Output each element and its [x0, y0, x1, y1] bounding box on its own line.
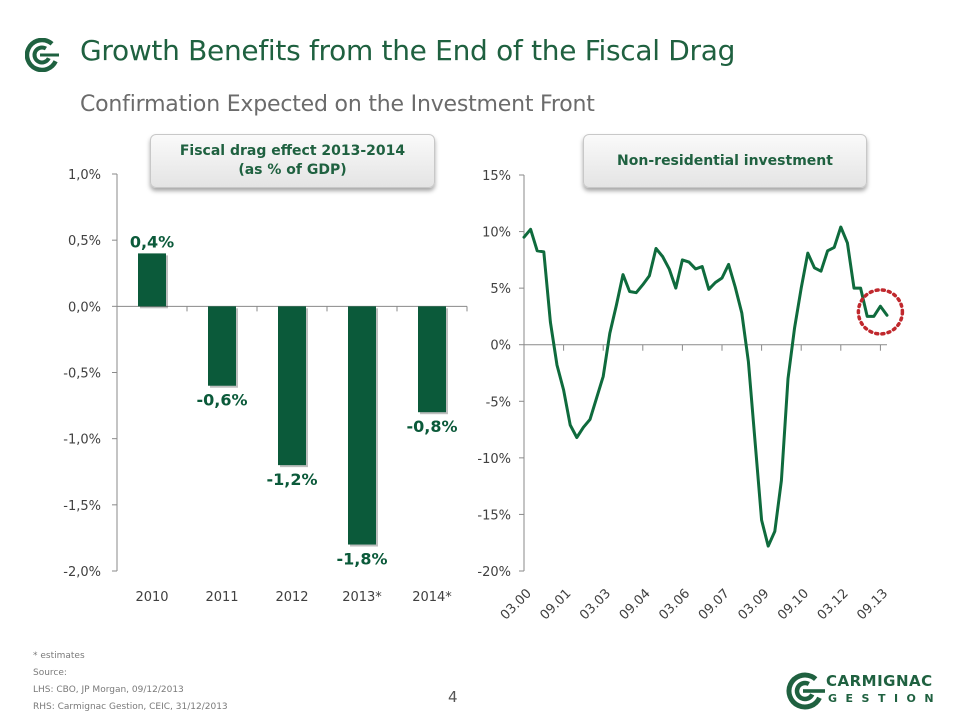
- line-x-tick-label: 03.12: [815, 586, 852, 623]
- bar: [138, 253, 166, 307]
- brand-subtitle: GESTION: [828, 692, 943, 705]
- latest-values-highlight-circle: [856, 288, 905, 336]
- line-x-tick-label: 09.13: [854, 586, 891, 623]
- line-x-tick-label: 03.00: [498, 586, 535, 623]
- bar: [418, 306, 446, 413]
- bar-y-tick-label: -0,5%: [63, 367, 101, 382]
- bar-category-label: 2011: [205, 590, 238, 605]
- page-title: Growth Benefits from the End of the Fisc…: [80, 34, 736, 67]
- bar-category-label: 2014*: [412, 590, 452, 605]
- bar-chart-title-box: Fiscal drag effect 2013-2014 (as % of GD…: [150, 134, 435, 188]
- line-y-tick-label: -5%: [486, 395, 511, 410]
- line-x-tick-label: 09.07: [696, 586, 733, 623]
- footnote-rhs: RHS: Carmignac Gestion, CEIC, 31/12/2013: [33, 702, 228, 712]
- bar-y-tick-label: -1,5%: [63, 499, 101, 514]
- carmignac-brand: CARMIGNAC GESTION: [786, 670, 936, 712]
- line-chart-title: Non-residential investment: [617, 152, 833, 169]
- bar-y-tick-label: -2,0%: [63, 565, 101, 580]
- line-x-tick-label: 09.04: [617, 586, 654, 623]
- bar-data-label: -0,6%: [196, 391, 247, 410]
- carmignac-logo-icon: [25, 38, 59, 72]
- footnote-estimates: * estimates: [33, 651, 85, 661]
- bar-category-label: 2012: [275, 590, 308, 605]
- bar-category-label: 2010: [135, 590, 168, 605]
- bar-data-label: -1,8%: [336, 550, 387, 569]
- line-x-tick-label: 09.10: [775, 586, 812, 623]
- bar-category-label: 2013*: [342, 590, 382, 605]
- page-number: 4: [448, 688, 458, 706]
- bar-chart-subtitle: (as % of GDP): [238, 162, 347, 178]
- brand-name: CARMIGNAC: [826, 672, 933, 690]
- bar-data-label: 0,4%: [130, 232, 174, 251]
- page-subtitle: Confirmation Expected on the Investment …: [80, 92, 595, 117]
- bar-y-tick-label: -1,0%: [63, 433, 101, 448]
- bar-y-tick-label: 0,5%: [68, 234, 101, 249]
- line-chart-title-box: Non-residential investment: [583, 134, 867, 188]
- bar-y-tick-label: 1,0%: [68, 168, 101, 183]
- bar-chart-title: Fiscal drag effect 2013-2014: [179, 143, 406, 160]
- footnotes: * estimates Source: LHS: CBO, JP Morgan,…: [33, 648, 228, 716]
- line-y-tick-label: 0%: [490, 339, 511, 354]
- bar-data-label: -1,2%: [266, 470, 317, 489]
- bar-y-tick-label: 0,0%: [68, 300, 101, 315]
- line-y-tick-label: 15%: [482, 169, 511, 184]
- line-y-tick-label: -10%: [477, 452, 511, 467]
- bar: [348, 306, 376, 545]
- line-x-tick-label: 03.09: [736, 586, 773, 623]
- line-x-tick-label: 03.03: [577, 586, 614, 623]
- line-y-tick-label: 5%: [490, 282, 511, 297]
- bar-data-label: -0,8%: [406, 417, 457, 436]
- bar: [278, 306, 306, 466]
- line-y-tick-label: 10%: [482, 226, 511, 241]
- line-x-tick-label: 09.01: [538, 586, 575, 623]
- investment-series-line: [522, 225, 889, 548]
- line-y-tick-label: -20%: [477, 565, 511, 580]
- footnote-source: Source:: [33, 668, 67, 678]
- line-y-tick-label: -15%: [477, 508, 511, 523]
- line-x-tick-label: 03.06: [656, 586, 693, 623]
- footnote-lhs: LHS: CBO, JP Morgan, 09/12/2013: [33, 685, 184, 695]
- carmignac-brand-logo-icon: [786, 672, 825, 710]
- bar: [208, 306, 236, 386]
